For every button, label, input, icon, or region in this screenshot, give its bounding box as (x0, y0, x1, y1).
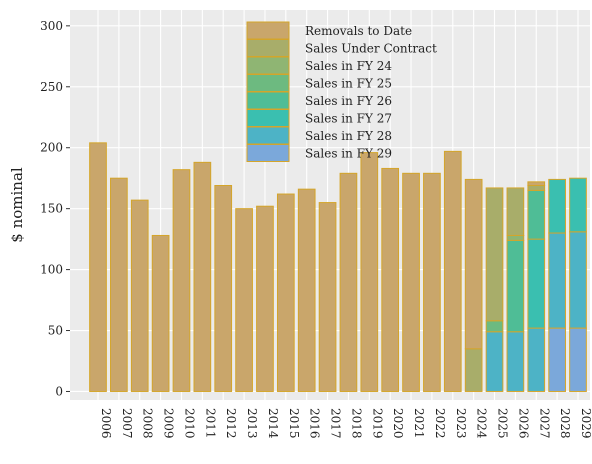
bar-segment (318, 202, 337, 392)
y-tick-label: 150 (40, 202, 63, 216)
legend-swatch (246, 74, 290, 92)
legend-label: Sales in FY 26 (305, 94, 392, 108)
bar-segment (443, 150, 462, 392)
bar-segment (423, 172, 441, 392)
x-tick-label: 2007 (120, 408, 134, 439)
y-tick-label: 250 (40, 80, 63, 94)
x-tick-label: 2022 (433, 408, 447, 439)
bar-segment (527, 327, 546, 392)
x-tick-label: 2009 (162, 408, 176, 439)
x-tick-label: 2017 (329, 408, 343, 439)
x-tick-label: 2020 (391, 408, 405, 439)
y-tick-label: 300 (40, 19, 63, 33)
bar-segment (506, 187, 525, 236)
y-tick-label: 50 (48, 324, 63, 338)
bar-segment (569, 327, 587, 392)
y-tick-label: 100 (40, 263, 63, 277)
bar-segment (485, 187, 504, 322)
x-tick-label: 2025 (496, 408, 510, 439)
bar-segment (381, 167, 400, 392)
x-tick-label: 2015 (287, 408, 301, 439)
bar-segment (193, 161, 212, 392)
bar-segment (130, 199, 149, 392)
x-tick-label: 2021 (412, 408, 426, 439)
x-tick-label: 2027 (537, 408, 551, 439)
y-axis-label: $ nominal (8, 167, 26, 243)
x-tick-label: 2008 (141, 408, 155, 439)
legend-swatch (246, 109, 290, 127)
bar-segment (276, 193, 295, 392)
bar-segment (151, 234, 170, 392)
bar-segment (214, 185, 233, 392)
bar-segment (256, 205, 274, 392)
bar-segment (297, 188, 316, 392)
x-tick-label: 2016 (308, 408, 322, 439)
legend-label: Sales in FY 29 (305, 147, 392, 161)
bar-segment (339, 172, 358, 392)
legend-label: Sales in FY 28 (305, 129, 392, 143)
x-tick-label: 2018 (349, 408, 363, 439)
bar-segment (506, 234, 525, 241)
x-tick-label: 2011 (203, 408, 217, 439)
legend-label: Sales Under Contract (305, 42, 437, 56)
legend-swatch (246, 56, 290, 75)
bar-segment (89, 142, 107, 392)
bar-segment (527, 185, 546, 191)
x-tick-label: 2023 (454, 408, 468, 439)
bar-segment (548, 327, 566, 392)
x-tick-label: 2028 (558, 408, 572, 439)
bar-segment (506, 331, 525, 392)
x-tick-label: 2024 (475, 408, 489, 439)
bar-segment (548, 232, 566, 329)
bar-segment (527, 181, 546, 186)
legend-swatch (246, 144, 290, 162)
bar-segment (485, 320, 504, 333)
y-tick-label: 200 (40, 141, 63, 155)
bar-segment (235, 208, 253, 392)
x-tick-label: 2019 (370, 408, 384, 439)
bar-segment (527, 238, 546, 329)
x-tick-label: 2012 (224, 408, 238, 439)
y-tick-label: 0 (55, 384, 63, 398)
x-tick-label: 2029 (579, 408, 592, 439)
bar-segment (172, 169, 191, 392)
bar-segment (360, 152, 379, 392)
bar-segment (569, 177, 587, 233)
bar-segment (110, 177, 128, 392)
x-tick-label: 2010 (182, 408, 196, 439)
bar-segment (485, 331, 504, 392)
x-tick-label: 2006 (99, 408, 113, 439)
bar-segment (402, 172, 420, 392)
legend-swatch (246, 126, 290, 145)
bar-segment (527, 189, 546, 240)
legend-swatch (246, 21, 290, 40)
legend-label: Removals to Date (305, 24, 412, 38)
legend-swatch (246, 39, 290, 57)
bar-segment (464, 178, 483, 350)
bar-segment (506, 239, 525, 333)
legend-label: Sales in FY 27 (305, 112, 392, 126)
x-tick-label: 2013 (245, 408, 259, 439)
legend-label: Sales in FY 24 (305, 59, 392, 73)
bar-segment (569, 231, 587, 329)
bar-segment (548, 178, 566, 234)
x-tick-label: 2026 (516, 408, 530, 439)
x-tick-label: 2014 (266, 408, 280, 439)
legend-swatch (246, 91, 290, 110)
bar-segment (464, 348, 483, 392)
legend-label: Sales in FY 25 (305, 77, 392, 91)
